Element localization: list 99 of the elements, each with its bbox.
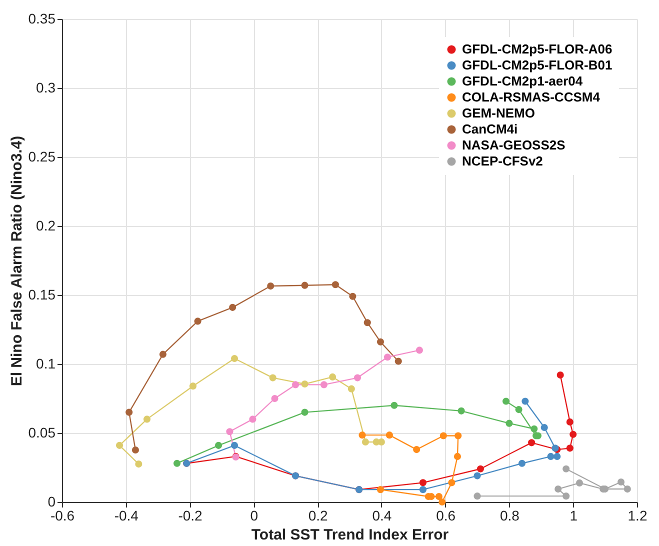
point xyxy=(458,407,465,414)
point xyxy=(624,486,631,493)
point xyxy=(554,486,562,493)
point xyxy=(214,442,222,449)
legend-label: NASA-GEOSS2S xyxy=(462,138,566,152)
x-tick-label: -0.4 xyxy=(114,508,139,524)
x-tick-label: 1.2 xyxy=(628,508,648,524)
point xyxy=(230,442,238,449)
point xyxy=(515,406,522,414)
point xyxy=(364,319,371,326)
x-axis-title: Total SST Trend Index Error xyxy=(251,526,449,544)
point xyxy=(617,478,625,486)
point xyxy=(454,432,462,440)
point xyxy=(301,282,308,289)
point xyxy=(194,318,202,325)
point xyxy=(419,479,427,486)
y-tick-label: 0.25 xyxy=(28,148,56,164)
point xyxy=(390,402,398,409)
point xyxy=(354,374,362,382)
point xyxy=(271,394,278,402)
point xyxy=(438,498,446,506)
point xyxy=(522,398,529,405)
point xyxy=(376,486,384,494)
point xyxy=(173,460,181,467)
point xyxy=(189,382,197,390)
y-tick-label: 0.15 xyxy=(28,286,56,302)
point xyxy=(474,492,481,500)
point xyxy=(416,346,423,354)
x-tick-label: 0.8 xyxy=(500,508,520,524)
point xyxy=(440,432,447,440)
point xyxy=(230,354,238,362)
y-tick-label: 0 xyxy=(48,494,56,510)
point xyxy=(376,338,384,346)
point xyxy=(547,452,554,460)
point xyxy=(566,418,574,426)
y-tick-label: 0.2 xyxy=(36,218,56,234)
point xyxy=(267,282,274,290)
point xyxy=(528,439,536,446)
point xyxy=(394,358,402,365)
legend-label: GFDL-CM2p5-FLOR-A06 xyxy=(462,42,612,56)
point xyxy=(126,408,133,416)
point xyxy=(269,374,276,382)
point xyxy=(362,438,370,446)
y-tick-label: 0.35 xyxy=(28,10,56,26)
point xyxy=(329,373,336,380)
point xyxy=(576,479,584,486)
x-tick-label: 0 xyxy=(250,508,258,524)
x-tick-label: -0.2 xyxy=(178,508,203,524)
point xyxy=(506,420,513,427)
legend-label: NCEP-CFSv2 xyxy=(462,154,543,168)
point xyxy=(502,398,510,405)
point xyxy=(386,432,393,439)
point xyxy=(554,452,561,460)
y-tick-label: 0.3 xyxy=(36,80,56,96)
y-tick-label: 0.05 xyxy=(28,424,56,440)
point xyxy=(562,492,570,500)
point xyxy=(301,380,308,388)
point xyxy=(229,304,236,311)
point xyxy=(419,486,427,494)
point xyxy=(530,425,538,432)
point xyxy=(540,424,548,432)
y-axis-title: El Nino False Alarm Ratio (Nino3.4) xyxy=(8,136,26,386)
point xyxy=(226,428,234,436)
point xyxy=(348,385,355,392)
x-tick-label: 1 xyxy=(570,508,578,524)
point xyxy=(454,452,462,460)
x-tick-label: 0.6 xyxy=(436,508,456,524)
point xyxy=(292,381,300,388)
point xyxy=(476,465,484,472)
point xyxy=(159,350,166,358)
x-tick-label: 0.4 xyxy=(372,508,392,524)
legend-label: GEM-NEMO xyxy=(462,106,535,120)
point xyxy=(518,460,526,467)
point xyxy=(358,432,366,439)
x-tick-label: 0.2 xyxy=(308,508,328,524)
point xyxy=(435,492,442,500)
point xyxy=(448,479,456,486)
point xyxy=(349,292,356,300)
point xyxy=(116,442,124,449)
legend-label: GFDL-CM2p5-FLOR-B01 xyxy=(462,58,612,72)
point xyxy=(301,408,308,416)
point xyxy=(132,446,140,454)
point xyxy=(384,354,392,361)
point xyxy=(135,460,142,468)
point xyxy=(562,465,570,472)
legend-label: GFDL-CM2p1-aer04 xyxy=(462,74,584,88)
legend-label: CanCM4i xyxy=(462,122,518,136)
y-tick-label: 0.1 xyxy=(36,356,56,372)
point xyxy=(143,416,151,423)
point xyxy=(474,472,481,480)
legend-label: COLA-RSMAS-CCSM4 xyxy=(462,90,601,104)
point xyxy=(570,430,577,438)
point xyxy=(249,416,256,423)
point xyxy=(566,444,574,452)
point xyxy=(332,281,339,288)
point xyxy=(413,446,420,454)
point xyxy=(320,381,328,388)
x-tick-label: -0.6 xyxy=(50,508,75,524)
point xyxy=(556,372,564,379)
